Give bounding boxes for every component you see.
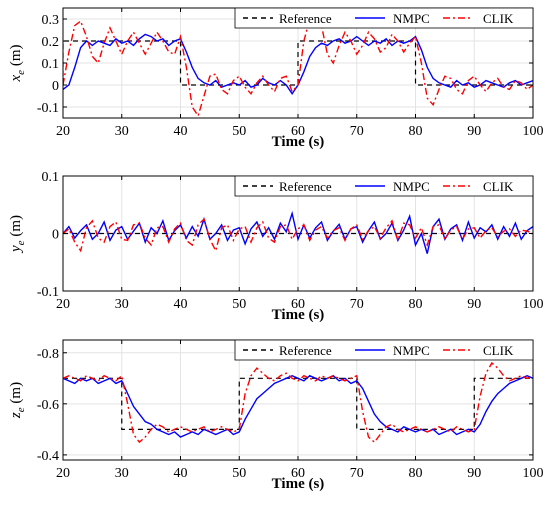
legend: Reference NMPC CLIK — [234, 7, 534, 29]
y-axis-label-subscript: e — [15, 407, 27, 412]
legend-entry-clik: CLIK — [483, 11, 514, 26]
x-tick-label: 100 — [523, 466, 544, 481]
x-tick-label: 60 — [291, 124, 305, 139]
series-line-clik — [63, 8, 533, 118]
x-tick-label: 100 — [523, 297, 544, 312]
series-line-clik — [63, 217, 533, 253]
x-axis-label: Time (s) — [272, 134, 325, 150]
y-tick-label: 0 — [52, 228, 59, 243]
x-tick-label: 60 — [291, 466, 305, 481]
legend-entry-nmpc: NMPC — [393, 11, 430, 26]
legend: Reference NMPC CLIK — [234, 175, 534, 197]
x-tick-label: 100 — [523, 124, 544, 139]
y-axis-label-unit: (m) — [8, 45, 24, 70]
x-tick-label: 50 — [232, 466, 246, 481]
x-tick-label: 70 — [350, 466, 364, 481]
y-tick-label: 0.1 — [42, 170, 60, 185]
x-tick-label: 70 — [350, 124, 364, 139]
x-tick-label: 70 — [350, 297, 364, 312]
legend-entry-nmpc: NMPC — [393, 343, 430, 358]
x-tick-label: 20 — [56, 124, 70, 139]
x-axis-label: Time (s) — [272, 307, 325, 323]
x-tick-label: 80 — [409, 124, 423, 139]
y-axis-label-subscript: e — [15, 70, 27, 75]
x-tick-label: 30 — [115, 124, 129, 139]
x-tick-label: 90 — [467, 297, 481, 312]
x-tick-label: 20 — [56, 466, 70, 481]
y-axis-label: ye (m) — [8, 215, 27, 254]
series-line-clik — [63, 361, 533, 444]
x-tick-label: 30 — [115, 466, 129, 481]
y-tick-label: -0.6 — [37, 398, 59, 413]
y-axis-label-variable: z — [8, 412, 24, 419]
legend-entry-reference: Reference — [279, 179, 332, 194]
y-axis-label: xe (m) — [8, 45, 27, 83]
legend-entry-reference: Reference — [279, 343, 332, 358]
y-axis-label: ze (m) — [8, 382, 27, 419]
y-axis-label-variable: y — [8, 245, 24, 254]
y-tick-label: -0.1 — [37, 285, 59, 300]
x-tick-label: 50 — [232, 124, 246, 139]
x-axis-label: Time (s) — [272, 476, 325, 492]
x-tick-label: 40 — [174, 124, 188, 139]
x-tick-label: 80 — [409, 466, 423, 481]
legend-entry-nmpc: NMPC — [393, 179, 430, 194]
y-tick-label: 0 — [52, 79, 59, 94]
y-axis-label-variable: x — [8, 74, 24, 82]
y-axis-label-unit: (m) — [8, 382, 24, 407]
y-tick-label: 0.1 — [42, 57, 60, 72]
y-tick-label: -0.8 — [37, 347, 59, 362]
legend-entry-clik: CLIK — [483, 179, 514, 194]
x-tick-label: 40 — [174, 466, 188, 481]
y-tick-label: 0.2 — [42, 35, 60, 50]
y-axis-label-unit: (m) — [8, 215, 24, 240]
y-tick-label: -0.4 — [37, 449, 59, 464]
series-line-reference — [63, 40, 533, 86]
x-tick-label: 90 — [467, 466, 481, 481]
x-tick-label: 40 — [174, 297, 188, 312]
legend-entry-clik: CLIK — [483, 343, 514, 358]
x-tick-label: 60 — [291, 297, 305, 312]
x-tick-label: 30 — [115, 297, 129, 312]
chart-panel-y: 20 30 40 50 60 70 80 90 100 -0.1 0 0.1 Time (s) ye (m… — [8, 170, 544, 323]
x-tick-label: 90 — [467, 124, 481, 139]
series-line-nmpc — [63, 374, 533, 438]
x-tick-label: 80 — [409, 297, 423, 312]
chart-panel-x: 20 30 40 50 60 70 80 90 100 -0.1 0 0.1 0.2 0.3 Time (s… — [8, 7, 544, 150]
x-tick-label: 50 — [232, 297, 246, 312]
x-tick-label: 20 — [56, 297, 70, 312]
chart-panel-z: 20 30 40 50 60 70 80 90 100 -0.8 -0.6 -0.4 Time (s) z… — [8, 339, 544, 492]
y-axis-label-subscript: e — [15, 240, 27, 245]
y-tick-label: -0.1 — [37, 101, 59, 116]
legend-entry-reference: Reference — [279, 11, 332, 26]
legend: Reference NMPC CLIK — [234, 339, 534, 361]
y-tick-label: 0.3 — [42, 13, 60, 28]
